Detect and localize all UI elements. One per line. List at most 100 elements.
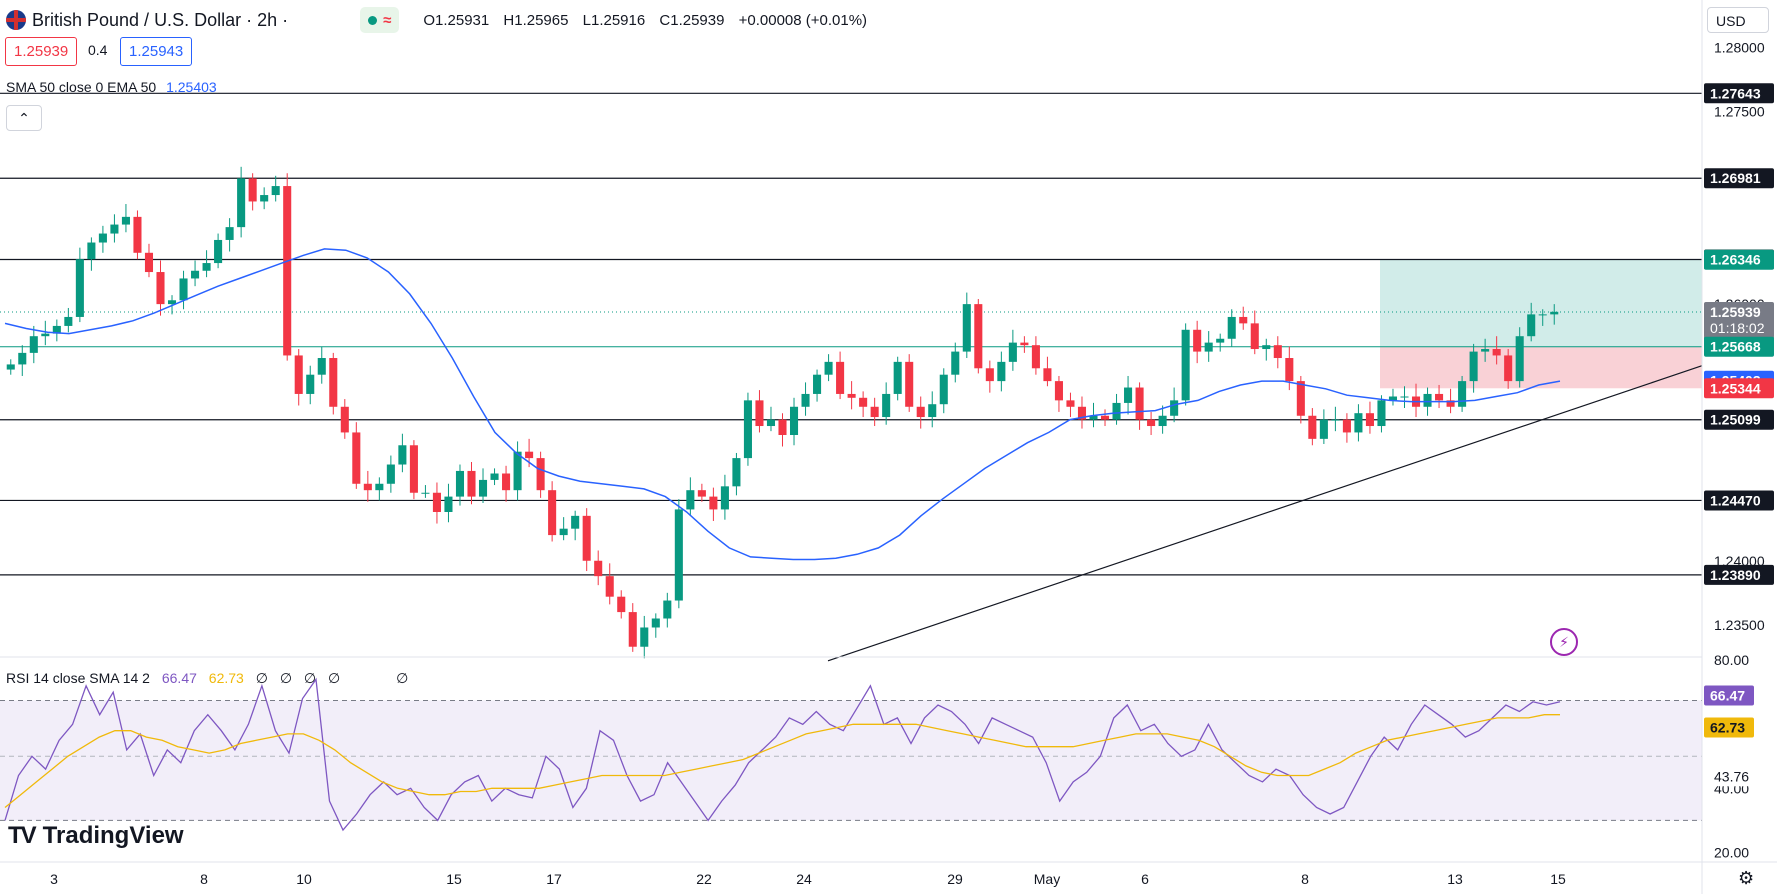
candle-body [502, 473, 511, 491]
candle-body [1124, 387, 1133, 403]
candle-body [110, 224, 119, 234]
ohlc-open: O1.25931 [423, 11, 490, 29]
level-label-bg [1704, 83, 1774, 104]
ema-legend[interactable]: SMA 50 close 0 EMA 50 1.25403 [6, 79, 217, 95]
level-label: 1.26981 [1710, 170, 1761, 186]
candle-body [1089, 415, 1098, 420]
candle-body [340, 406, 349, 433]
time-tick-label: 22 [696, 871, 712, 887]
time-tick-label: 10 [296, 871, 312, 887]
chevron-up-icon: ⌃ [18, 110, 30, 126]
candle-body [225, 227, 234, 240]
candle-body [605, 576, 614, 597]
ema-layer [4, 248, 1561, 561]
candle-body [997, 361, 1006, 382]
candle-body [432, 492, 441, 512]
candle-body [870, 406, 879, 418]
candle-body [1550, 311, 1559, 315]
buy-button[interactable]: 1.25943 [120, 37, 193, 66]
candle-body [352, 432, 361, 484]
candle-body [916, 406, 925, 418]
candle-body [6, 364, 15, 370]
candle-body [1273, 345, 1282, 359]
candle-body [1469, 351, 1478, 382]
rsi-line [4, 677, 1561, 832]
candle-body [1135, 387, 1144, 420]
candle-body [1285, 358, 1294, 382]
candle-body [329, 358, 338, 407]
candle-body [478, 479, 488, 497]
currency-selector[interactable]: USD [1707, 7, 1769, 33]
collapse-legend-button[interactable]: ⌃ [6, 105, 42, 131]
candle-body [156, 272, 165, 305]
candle-body [87, 242, 96, 260]
price-tick-label: 1.27500 [1714, 104, 1765, 120]
candles-layer [6, 166, 1559, 659]
candle-body [1077, 406, 1087, 420]
rsi-level-label: 43.76 [1714, 768, 1749, 784]
candle-body [720, 486, 729, 510]
candle-body [455, 470, 465, 497]
position-zone-layer [1380, 259, 1702, 389]
time-tick-label: 3 [50, 871, 58, 887]
candle-body [1331, 419, 1340, 421]
rsi-legend-slot-extra: ∅ [396, 670, 409, 686]
candle-body [191, 270, 200, 279]
price-label: 1.25939 [1710, 304, 1761, 320]
ema-legend-value: 1.25403 [166, 79, 217, 95]
price-label: 1.26346 [1710, 252, 1761, 268]
wave-icon: ≈ [383, 11, 392, 29]
candle-body [1504, 355, 1513, 382]
lightning-icon[interactable]: ⚡ [1550, 628, 1578, 656]
price-label-bg [1704, 336, 1774, 357]
candle-body [1308, 415, 1317, 439]
time-tick-label: 8 [200, 871, 208, 887]
candle-body [674, 509, 683, 601]
candle-body [1008, 342, 1017, 362]
candle-body [1227, 316, 1236, 339]
ohlc-high: H1.25965 [503, 11, 569, 29]
price-label: 1.25668 [1710, 339, 1761, 355]
candle-body [536, 458, 545, 491]
spread-value: 0.4 [88, 42, 108, 58]
time-tick-label: May [1034, 871, 1060, 887]
stop-zone [1380, 346, 1702, 389]
candle-body [317, 358, 326, 375]
rsi-band-layer [0, 699, 1702, 821]
rsi-tick-label: 20.00 [1714, 844, 1749, 860]
settings-gear-icon[interactable]: ⚙ [1738, 868, 1755, 888]
candle-body [766, 419, 776, 427]
sell-button[interactable]: 1.25939 [5, 37, 78, 66]
candle-body [709, 496, 718, 510]
candle-body [29, 336, 38, 353]
candle-body [1342, 419, 1351, 433]
candle-body [64, 316, 73, 326]
rsi-level-label-bg [1704, 766, 1764, 787]
candle-body [363, 483, 372, 491]
candle-body [824, 361, 833, 375]
trendline-layer [827, 365, 1703, 662]
countdown-label: 01:18:02 [1710, 320, 1765, 336]
candle-body [1147, 419, 1156, 427]
candle-body [962, 304, 971, 352]
rsi-lines-layer [4, 677, 1561, 832]
candle-body [1031, 345, 1040, 369]
rsi-legend[interactable]: RSI 14 close SMA 14 2 66.47 62.73 ∅ ∅ ∅ … [6, 670, 408, 687]
rsi-legend-slot: ∅ [255, 670, 268, 686]
level-label-bg [1704, 168, 1774, 189]
level-label-bg [1704, 490, 1774, 511]
candle-body [133, 216, 142, 253]
candle-body [1400, 396, 1409, 398]
candle-body [490, 473, 499, 480]
price-label-bg [1704, 378, 1774, 399]
market-status[interactable]: ≈ [360, 7, 400, 33]
candle-body [1239, 316, 1248, 324]
symbol-title[interactable]: British Pound / U.S. Dollar · 2h · [32, 9, 289, 30]
candle-body [778, 419, 787, 436]
candle-body [1481, 349, 1490, 352]
candle-body [214, 239, 223, 264]
ohlc-low: L1.25916 [582, 11, 646, 29]
candle-body [1020, 342, 1029, 346]
level-label-bg [1704, 409, 1774, 430]
